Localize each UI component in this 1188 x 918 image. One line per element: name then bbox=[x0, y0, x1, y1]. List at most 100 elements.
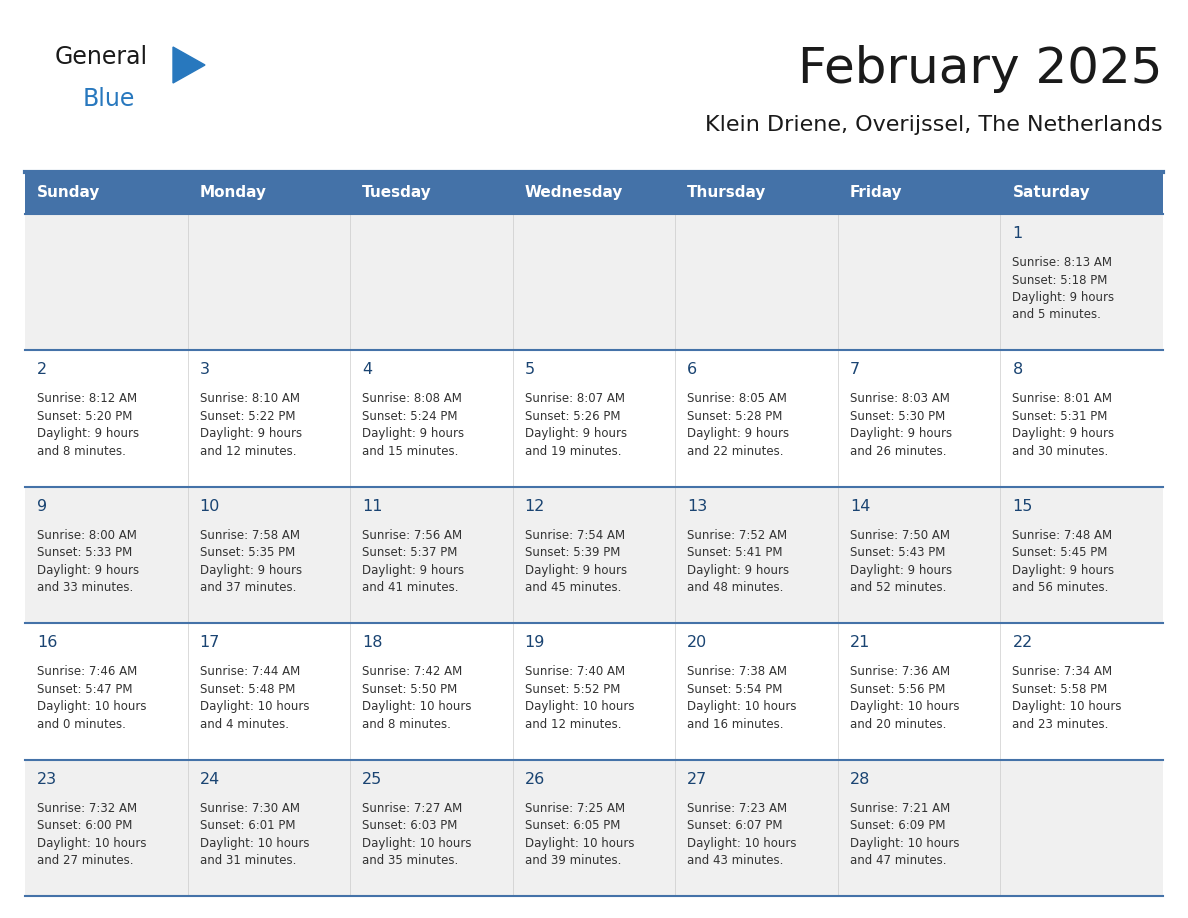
Text: Sunset: 5:54 PM: Sunset: 5:54 PM bbox=[688, 683, 783, 696]
Text: Sunset: 5:18 PM: Sunset: 5:18 PM bbox=[1012, 274, 1107, 286]
Text: Sunrise: 7:58 AM: Sunrise: 7:58 AM bbox=[200, 529, 299, 542]
Text: 2: 2 bbox=[37, 363, 48, 377]
Text: Daylight: 9 hours: Daylight: 9 hours bbox=[37, 428, 139, 441]
Text: Daylight: 9 hours: Daylight: 9 hours bbox=[525, 564, 627, 577]
Text: Daylight: 9 hours: Daylight: 9 hours bbox=[525, 428, 627, 441]
Text: Sunset: 6:00 PM: Sunset: 6:00 PM bbox=[37, 819, 132, 832]
Text: and 8 minutes.: and 8 minutes. bbox=[362, 718, 451, 731]
Text: Sunset: 5:45 PM: Sunset: 5:45 PM bbox=[1012, 546, 1107, 559]
Text: and 37 minutes.: and 37 minutes. bbox=[200, 581, 296, 594]
Text: and 47 minutes.: and 47 minutes. bbox=[849, 854, 947, 868]
Text: Sunset: 6:09 PM: Sunset: 6:09 PM bbox=[849, 819, 946, 832]
Text: and 43 minutes.: and 43 minutes. bbox=[688, 854, 784, 868]
Bar bbox=[513, 172, 675, 214]
Text: Daylight: 10 hours: Daylight: 10 hours bbox=[525, 700, 634, 713]
Text: and 23 minutes.: and 23 minutes. bbox=[1012, 718, 1108, 731]
Text: Saturday: Saturday bbox=[1012, 185, 1091, 200]
Bar bbox=[25, 487, 1163, 623]
Text: and 52 minutes.: and 52 minutes. bbox=[849, 581, 946, 594]
Text: Daylight: 9 hours: Daylight: 9 hours bbox=[1012, 428, 1114, 441]
Text: Daylight: 10 hours: Daylight: 10 hours bbox=[37, 836, 146, 849]
Text: Daylight: 9 hours: Daylight: 9 hours bbox=[849, 428, 952, 441]
Text: Sunrise: 7:30 AM: Sunrise: 7:30 AM bbox=[200, 801, 299, 814]
Text: Tuesday: Tuesday bbox=[362, 185, 432, 200]
Text: Daylight: 10 hours: Daylight: 10 hours bbox=[362, 700, 472, 713]
Text: Sunset: 5:31 PM: Sunset: 5:31 PM bbox=[1012, 410, 1107, 423]
Text: Sunrise: 7:54 AM: Sunrise: 7:54 AM bbox=[525, 529, 625, 542]
Text: and 31 minutes.: and 31 minutes. bbox=[200, 854, 296, 868]
Text: Friday: Friday bbox=[849, 185, 903, 200]
Text: Daylight: 9 hours: Daylight: 9 hours bbox=[200, 564, 302, 577]
Text: Sunrise: 7:25 AM: Sunrise: 7:25 AM bbox=[525, 801, 625, 814]
Text: 20: 20 bbox=[688, 635, 708, 650]
Text: Daylight: 9 hours: Daylight: 9 hours bbox=[37, 564, 139, 577]
Text: and 35 minutes.: and 35 minutes. bbox=[362, 854, 459, 868]
Text: General: General bbox=[55, 45, 148, 69]
Text: 15: 15 bbox=[1012, 498, 1032, 514]
Text: Daylight: 10 hours: Daylight: 10 hours bbox=[849, 836, 960, 849]
Bar bbox=[1000, 172, 1163, 214]
Text: Sunrise: 7:23 AM: Sunrise: 7:23 AM bbox=[688, 801, 788, 814]
Text: 1: 1 bbox=[1012, 226, 1023, 241]
Text: 5: 5 bbox=[525, 363, 535, 377]
Polygon shape bbox=[173, 47, 206, 83]
Text: Sunrise: 7:40 AM: Sunrise: 7:40 AM bbox=[525, 666, 625, 678]
Text: Sunset: 5:52 PM: Sunset: 5:52 PM bbox=[525, 683, 620, 696]
Text: and 15 minutes.: and 15 minutes. bbox=[362, 445, 459, 458]
Text: Sunset: 5:39 PM: Sunset: 5:39 PM bbox=[525, 546, 620, 559]
Text: 3: 3 bbox=[200, 363, 209, 377]
Text: Sunset: 5:50 PM: Sunset: 5:50 PM bbox=[362, 683, 457, 696]
Text: Sunrise: 7:34 AM: Sunrise: 7:34 AM bbox=[1012, 666, 1112, 678]
Text: 7: 7 bbox=[849, 363, 860, 377]
Text: and 0 minutes.: and 0 minutes. bbox=[37, 718, 126, 731]
Text: Sunset: 5:48 PM: Sunset: 5:48 PM bbox=[200, 683, 295, 696]
Text: and 27 minutes.: and 27 minutes. bbox=[37, 854, 133, 868]
Text: Daylight: 9 hours: Daylight: 9 hours bbox=[362, 428, 465, 441]
Text: Wednesday: Wednesday bbox=[525, 185, 623, 200]
Text: Sunrise: 8:00 AM: Sunrise: 8:00 AM bbox=[37, 529, 137, 542]
Text: Sunset: 6:01 PM: Sunset: 6:01 PM bbox=[200, 819, 295, 832]
Text: 14: 14 bbox=[849, 498, 871, 514]
Bar bbox=[350, 172, 513, 214]
Text: and 30 minutes.: and 30 minutes. bbox=[1012, 445, 1108, 458]
Bar bbox=[188, 172, 350, 214]
Text: Sunrise: 7:50 AM: Sunrise: 7:50 AM bbox=[849, 529, 950, 542]
Text: Sunset: 5:24 PM: Sunset: 5:24 PM bbox=[362, 410, 457, 423]
Text: and 12 minutes.: and 12 minutes. bbox=[525, 718, 621, 731]
Text: 6: 6 bbox=[688, 363, 697, 377]
Text: Blue: Blue bbox=[83, 87, 135, 111]
Text: Daylight: 10 hours: Daylight: 10 hours bbox=[200, 836, 309, 849]
Text: Sunrise: 7:27 AM: Sunrise: 7:27 AM bbox=[362, 801, 462, 814]
Text: Sunrise: 7:21 AM: Sunrise: 7:21 AM bbox=[849, 801, 950, 814]
Text: Sunrise: 8:13 AM: Sunrise: 8:13 AM bbox=[1012, 256, 1112, 269]
Text: 16: 16 bbox=[37, 635, 57, 650]
Text: 22: 22 bbox=[1012, 635, 1032, 650]
Text: 23: 23 bbox=[37, 772, 57, 787]
Text: 4: 4 bbox=[362, 363, 372, 377]
Text: Daylight: 10 hours: Daylight: 10 hours bbox=[362, 836, 472, 849]
Bar bbox=[25, 214, 1163, 351]
Text: and 12 minutes.: and 12 minutes. bbox=[200, 445, 296, 458]
Text: Sunrise: 7:56 AM: Sunrise: 7:56 AM bbox=[362, 529, 462, 542]
Text: 10: 10 bbox=[200, 498, 220, 514]
Text: Sunrise: 7:44 AM: Sunrise: 7:44 AM bbox=[200, 666, 299, 678]
Bar bbox=[25, 759, 1163, 896]
Text: Sunset: 5:47 PM: Sunset: 5:47 PM bbox=[37, 683, 133, 696]
Text: Sunset: 6:03 PM: Sunset: 6:03 PM bbox=[362, 819, 457, 832]
Text: 13: 13 bbox=[688, 498, 708, 514]
Text: Sunrise: 7:32 AM: Sunrise: 7:32 AM bbox=[37, 801, 137, 814]
Text: Sunrise: 7:42 AM: Sunrise: 7:42 AM bbox=[362, 666, 462, 678]
Bar bbox=[25, 172, 188, 214]
Text: Sunrise: 8:01 AM: Sunrise: 8:01 AM bbox=[1012, 392, 1112, 406]
Text: 25: 25 bbox=[362, 772, 383, 787]
Text: Sunrise: 7:46 AM: Sunrise: 7:46 AM bbox=[37, 666, 138, 678]
Text: and 48 minutes.: and 48 minutes. bbox=[688, 581, 784, 594]
Text: and 41 minutes.: and 41 minutes. bbox=[362, 581, 459, 594]
Text: Sunset: 5:26 PM: Sunset: 5:26 PM bbox=[525, 410, 620, 423]
Bar bbox=[675, 172, 838, 214]
Text: and 20 minutes.: and 20 minutes. bbox=[849, 718, 946, 731]
Text: and 39 minutes.: and 39 minutes. bbox=[525, 854, 621, 868]
Text: 27: 27 bbox=[688, 772, 708, 787]
Text: 26: 26 bbox=[525, 772, 545, 787]
Text: Daylight: 9 hours: Daylight: 9 hours bbox=[1012, 564, 1114, 577]
